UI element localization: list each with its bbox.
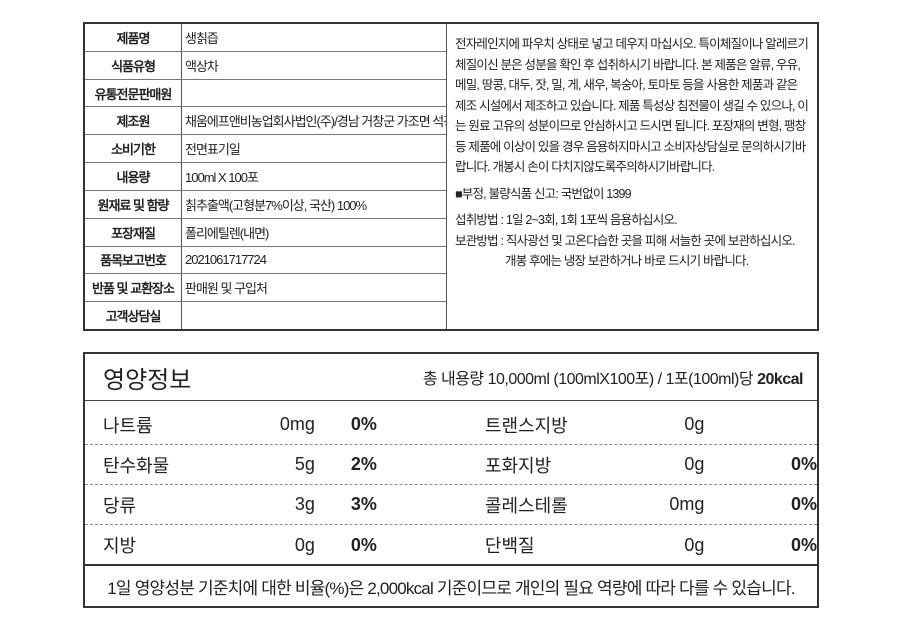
product-info-box: 제품명 생칡즙 식품유형 액상차 유통전문판매원 제조원 채움에프앤비농업회사법인(주)/경… xyxy=(83,22,819,331)
nutrition-row: 탄수화물 5g 2% 포화지방 0g 0% xyxy=(85,445,817,485)
info-label: 포장재질 xyxy=(85,218,182,246)
nutrient-name: 당류 xyxy=(103,495,137,516)
storage-text-2: 개봉 후에는 냉장 보관하거나 바로 드시기 바랍니다. xyxy=(505,254,749,268)
info-value: 전면표기일 xyxy=(185,142,241,158)
info-row: 포장재질 폴리에틸렌(내면) xyxy=(85,218,446,247)
nutrient-amount: 5g xyxy=(294,454,315,474)
nutrition-row: 지방 0g 0% 단백질 0g 0% xyxy=(85,525,817,565)
info-value: 폴리에틸렌(내면) xyxy=(185,225,269,241)
nutrient-name: 지방 xyxy=(103,536,137,556)
intake-text: 섭취방법 : 1일 2~3회, 1회 1포씩 음용하십시오. xyxy=(455,213,678,227)
nutrient-percent: 0% xyxy=(790,534,817,555)
info-row: 내용량 100ml X 100포 xyxy=(85,163,446,191)
info-label: 고객상담실 xyxy=(85,302,182,329)
nutrition-header: 영양정보 총 내용량 10,000ml (100mlX100포) / 1포(10… xyxy=(85,354,817,401)
info-value: 2021061717724 xyxy=(185,252,267,268)
nutrient-name: 트랜스지방 xyxy=(484,415,568,436)
info-value: 판매원 및 구입처 xyxy=(185,281,268,297)
info-label: 소비기한 xyxy=(85,135,182,163)
info-row: 품목보고번호 2021061717724 xyxy=(85,246,446,275)
info-label: 원재료 및 함량 xyxy=(85,190,182,218)
info-label: 제품명 xyxy=(85,24,182,51)
nutrition-title: 영양정보 xyxy=(103,366,192,394)
nutrient-percent: 2% xyxy=(350,454,377,474)
info-label: 품목보고번호 xyxy=(85,246,182,274)
info-row: 고객상담실 xyxy=(85,302,446,329)
info-value: 채움에프앤비농업회사법인(주)/경남 거창군 가조면 석강3길112 xyxy=(185,114,446,130)
storage-text: 보관방법 : 직사광선 및 고온다습한 곳을 피해 서늘한 곳에 보관하십시오. xyxy=(455,233,796,248)
nutrient-amount: 0g xyxy=(684,534,705,555)
nutrient-name: 포화지방 xyxy=(484,455,552,476)
nutrition-footnote: 1일 영양성분 기준치에 대한 비율(%)은 2,000kcal 기준이므로 개… xyxy=(107,578,795,598)
calories: 20kcal xyxy=(757,371,803,388)
info-label: 식품유형 xyxy=(85,51,182,79)
info-label: 내용량 xyxy=(85,163,182,190)
serving-text: 총 내용량 10,000ml (100mlX100포) / 1포(100ml)당 xyxy=(422,371,754,388)
caution-text: 전자레인지에 파우치 상태로 넣고 데우지 마십시오. 특이체질이나 알레르기 … xyxy=(455,37,809,174)
info-row: 제품명 생칡즙 xyxy=(85,24,446,52)
nutrition-rows: 나트륨 0mg 0% 트랜스지방 0g 탄수화물 5g 2% 포화지방 0g 0% 당류 3g 3% 콜레스… xyxy=(85,401,817,566)
nutrient-amount: 0g xyxy=(684,414,705,434)
nutrient-percent: 0% xyxy=(350,414,377,434)
info-row: 유통전문판매원 xyxy=(85,79,446,108)
nutrient-percent: 3% xyxy=(350,494,377,514)
nutrition-facts: 영양정보 총 내용량 10,000ml (100mlX100포) / 1포(10… xyxy=(83,352,819,608)
info-value: 생칡즙 xyxy=(185,30,219,46)
info-label: 반품 및 교환장소 xyxy=(85,274,182,302)
info-label: 제조원 xyxy=(85,107,182,135)
nutrition-row: 나트륨 0mg 0% 트랜스지방 0g xyxy=(85,405,817,445)
info-row: 반품 및 교환장소 판매원 및 구입처 xyxy=(85,274,446,303)
info-row: 원재료 및 함량 칡추출액(고형분7%이상, 국산) 100% xyxy=(85,190,446,219)
nutrient-amount: 0mg xyxy=(669,494,705,514)
info-value: 액상차 xyxy=(185,58,219,74)
info-value: 100ml X 100포 xyxy=(185,169,259,185)
nutrient-name: 콜레스테롤 xyxy=(484,495,568,516)
nutrient-percent: 0% xyxy=(350,534,377,555)
nutrient-amount: 3g xyxy=(294,494,315,514)
nutrition-row: 당류 3g 3% 콜레스테롤 0mg 0% xyxy=(85,485,817,525)
serving-info: 총 내용량 10,000ml (100mlX100포) / 1포(100ml)당… xyxy=(422,365,804,389)
nutrient-percent: 0% xyxy=(790,494,817,514)
nutrient-amount: 0g xyxy=(684,454,705,474)
report-text: ■부정, 불량식품 신고: 국번없이 1399 xyxy=(455,186,632,201)
nutrient-name: 단백질 xyxy=(484,536,535,556)
info-value: 칡추출액(고형분7%이상, 국산) 100% xyxy=(185,197,367,213)
info-row: 식품유형 액상차 xyxy=(85,51,446,80)
nutrient-name: 탄수화물 xyxy=(103,455,170,476)
caution-notes: 전자레인지에 파우치 상태로 넣고 데우지 마십시오. 특이체질이나 알레르기 … xyxy=(447,24,817,329)
nutrient-amount: 0g xyxy=(294,534,315,555)
info-value xyxy=(182,80,446,107)
info-value xyxy=(182,302,446,329)
nutrient-percent: 0% xyxy=(790,454,817,474)
info-label: 유통전문판매원 xyxy=(85,79,182,107)
nutrient-name: 나트륨 xyxy=(103,415,153,436)
product-info-table: 제품명 생칡즙 식품유형 액상차 유통전문판매원 제조원 채움에프앤비농업회사법인(주)/경… xyxy=(85,24,447,329)
nutrient-amount: 0mg xyxy=(279,414,315,434)
info-row: 소비기한 전면표기일 xyxy=(85,135,446,164)
